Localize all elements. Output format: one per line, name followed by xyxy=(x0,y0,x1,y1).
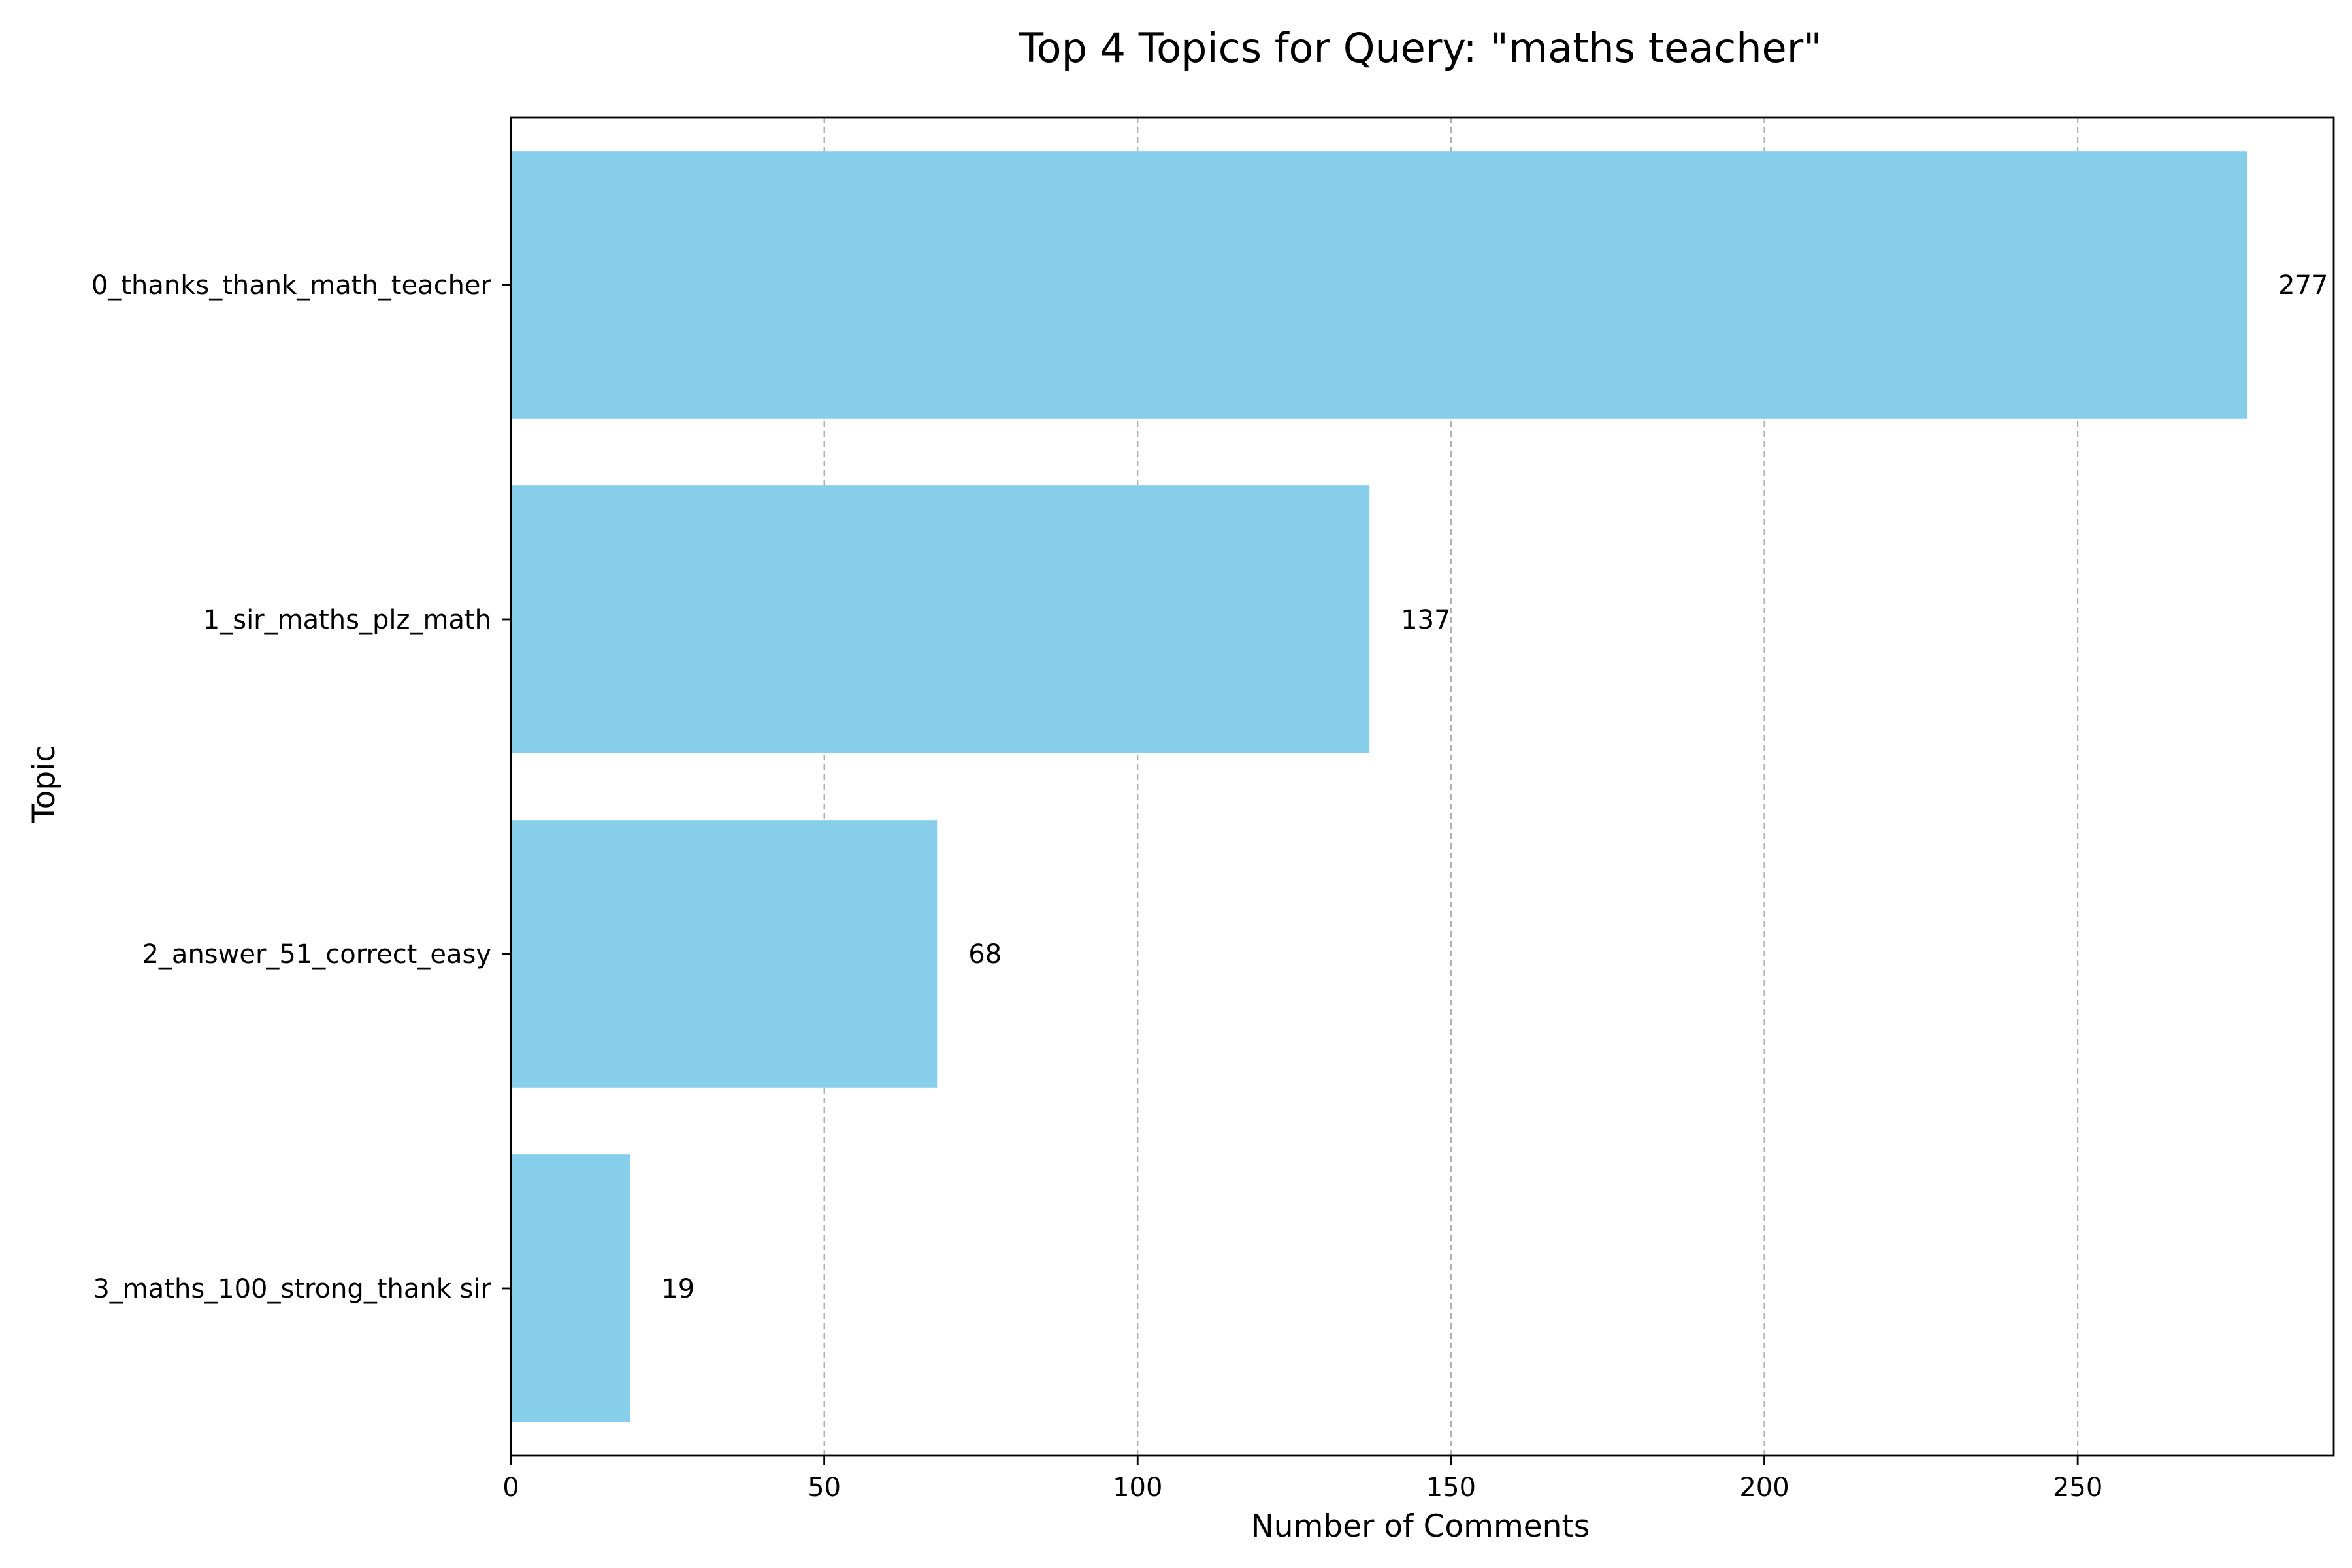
y-tick-label: 3_maths_100_strong_thank sir xyxy=(93,1274,491,1304)
gridlines xyxy=(823,118,2079,1456)
bar-data-label: 277 xyxy=(2278,270,2328,301)
plot-frame xyxy=(510,116,2335,1457)
bars xyxy=(511,151,2247,1422)
x-axis-ticks: 0 50 100 150 200 250 xyxy=(502,1456,2102,1503)
bar-data-label: 19 xyxy=(661,1274,694,1304)
x-tick-label: 200 xyxy=(1739,1473,1789,1503)
bar xyxy=(511,820,938,1088)
bar-data-label: 68 xyxy=(968,939,1002,970)
x-axis-label: Number of Comments xyxy=(1251,1509,1590,1544)
x-tick-label: 0 xyxy=(502,1473,519,1503)
y-axis-ticks: 0_thanks_thank_math_teacher 1_sir_maths_p… xyxy=(91,270,511,1304)
y-tick-label: 0_thanks_thank_math_teacher xyxy=(91,270,492,301)
y-tick-label: 1_sir_maths_plz_math xyxy=(203,605,491,635)
chart-title: Top 4 Topics for Query: "maths teacher" xyxy=(1018,24,1821,72)
bar xyxy=(511,485,1370,753)
x-tick-label: 100 xyxy=(1113,1473,1162,1503)
y-tick-label: 2_answer_51_correct_easy xyxy=(142,939,491,970)
x-tick-label: 250 xyxy=(2053,1473,2102,1503)
bar-data-label: 137 xyxy=(1401,605,1450,635)
bar xyxy=(511,1154,630,1422)
bar xyxy=(511,151,2247,419)
data-labels: 277 137 68 19 xyxy=(661,270,2328,1304)
x-tick-label: 50 xyxy=(808,1473,841,1503)
x-tick-label: 150 xyxy=(1426,1473,1476,1503)
y-axis-label: Topic xyxy=(26,745,62,823)
